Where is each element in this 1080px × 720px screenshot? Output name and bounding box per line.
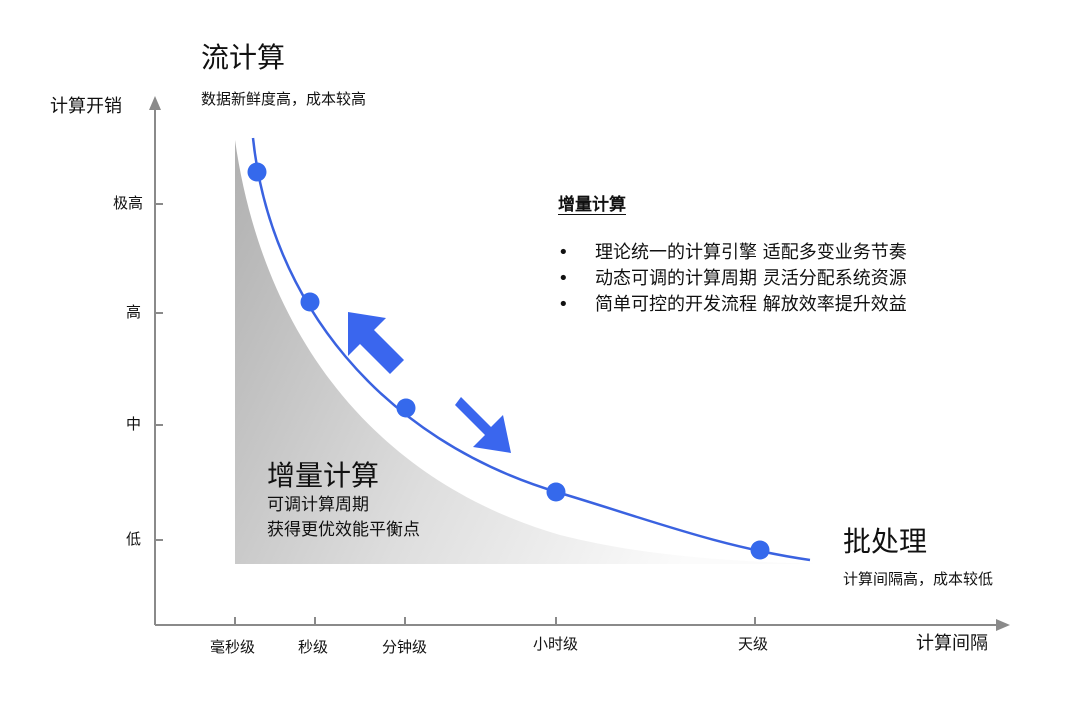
- curve-point-millisecond: [247, 162, 267, 182]
- shaded-area: [235, 140, 815, 564]
- legend-item-text: 简单可控的开发流程 解放效率提升效益: [595, 294, 907, 315]
- incremental-compute-area-line2: 获得更优效能平衡点: [267, 520, 420, 540]
- batch-processing-note: 计算间隔高，成本较低: [843, 570, 994, 588]
- x-tick-label: 小时级: [533, 635, 579, 653]
- y-axis-title: 计算开销: [50, 96, 122, 117]
- incremental-compute-area-line1: 可调计算周期: [267, 495, 369, 515]
- x-tick-label: 天级: [738, 635, 769, 653]
- batch-processing-title: 批处理: [843, 525, 928, 558]
- bullet-icon: •: [558, 294, 569, 315]
- y-axis-arrow: [149, 96, 161, 110]
- tradeoff-curve: [251, 137, 811, 562]
- stream-compute-note: 数据新鲜度高，成本较高: [201, 90, 367, 108]
- x-axis-title: 计算间隔: [916, 633, 988, 654]
- y-tick-label: 中: [126, 415, 142, 433]
- legend-item-text: 理论统一的计算引擎 适配多变业务节奏: [595, 242, 907, 263]
- legend-item-text: 动态可调的计算周期 灵活分配系统资源: [595, 268, 907, 289]
- bullet-icon: •: [558, 268, 569, 289]
- stream-compute-title: 流计算: [201, 41, 286, 74]
- legend-item: • 动态可调的计算周期 灵活分配系统资源: [558, 268, 968, 292]
- arrow-up-left: [348, 312, 404, 374]
- curve-points: [247, 162, 770, 560]
- y-tick-label: 极高: [113, 194, 144, 212]
- curve-point-day: [750, 540, 770, 560]
- legend-item: • 理论统一的计算引擎 适配多变业务节奏: [558, 242, 968, 266]
- curve-point-minute: [396, 398, 416, 418]
- x-axis-arrow: [996, 619, 1010, 631]
- y-tick-label: 高: [126, 303, 142, 321]
- bullet-icon: •: [558, 242, 569, 263]
- axes: [149, 96, 1010, 631]
- x-tick-label: 毫秒级: [210, 638, 256, 656]
- incremental-compute-area-title: 增量计算: [267, 459, 380, 492]
- direction-arrows: [348, 312, 511, 453]
- curve-point-hour: [546, 482, 566, 502]
- curve-point-second: [300, 292, 320, 312]
- arrow-down-right: [455, 397, 511, 453]
- x-tick-label: 分钟级: [382, 638, 428, 656]
- y-tick-label: 低: [126, 530, 142, 548]
- legend-title: 增量计算: [558, 195, 626, 215]
- legend-item: • 简单可控的开发流程 解放效率提升效益: [558, 294, 968, 318]
- x-tick-label: 秒级: [298, 638, 329, 656]
